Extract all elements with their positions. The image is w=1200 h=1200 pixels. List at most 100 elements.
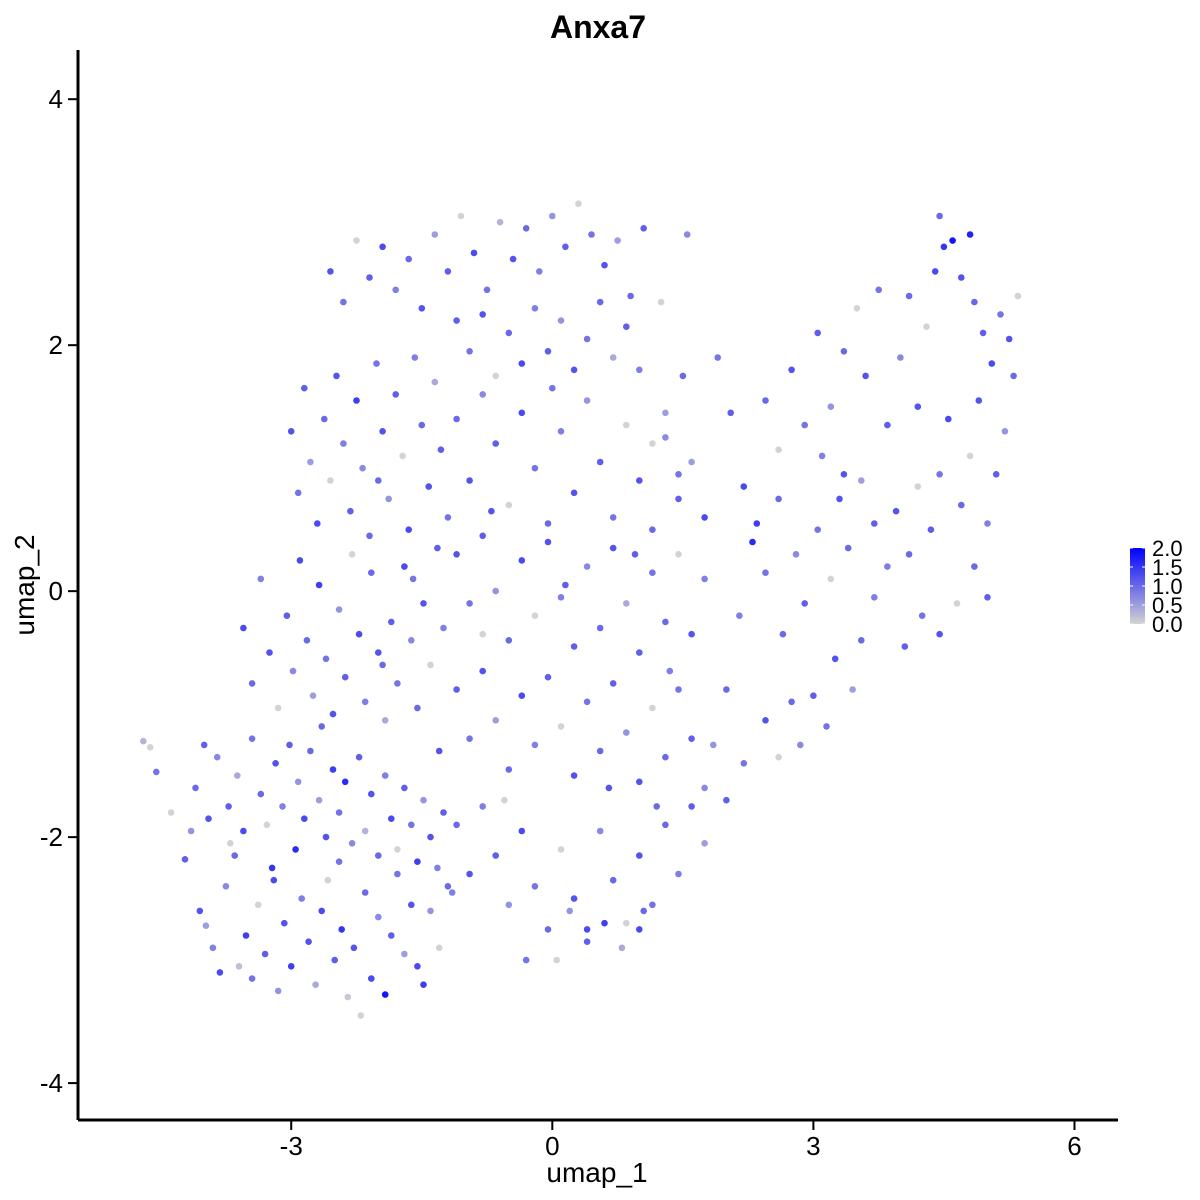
data-point (566, 907, 573, 915)
data-point (314, 520, 321, 527)
data-point (309, 692, 317, 699)
data-point (618, 944, 626, 952)
data-point (775, 446, 782, 454)
data-point (840, 348, 848, 355)
y-tick-label: 0 (49, 576, 63, 606)
data-point (596, 624, 604, 632)
data-point (549, 212, 556, 220)
data-point (420, 600, 427, 607)
data-point (368, 569, 375, 576)
data-point (788, 366, 795, 374)
data-point (287, 963, 295, 970)
legend-color-bar (1130, 548, 1145, 624)
data-point (1010, 372, 1017, 380)
x-axis-title: umap_1 (546, 1157, 647, 1188)
data-point (327, 477, 334, 484)
data-point (427, 833, 434, 841)
y-tick-label: 2 (49, 330, 63, 360)
data-point (984, 594, 991, 601)
data-point (984, 520, 991, 527)
data-point (814, 329, 821, 337)
data-point (401, 784, 408, 792)
legend-label: 1.5 (1152, 555, 1183, 580)
data-point (348, 840, 356, 847)
data-point (440, 809, 447, 816)
data-point (640, 907, 647, 915)
data-point (359, 464, 366, 472)
data-point (296, 557, 304, 564)
data-point (753, 520, 761, 527)
data-point (992, 471, 1000, 478)
data-point (975, 397, 983, 404)
data-point (897, 354, 904, 361)
data-point (688, 735, 695, 742)
data-point (301, 384, 308, 392)
data-point (840, 471, 848, 478)
data-point (701, 840, 708, 847)
data-point (844, 544, 852, 552)
data-point (531, 305, 539, 312)
data-point (350, 944, 358, 952)
data-point (509, 255, 517, 263)
data-point (388, 618, 395, 626)
data-point (312, 981, 319, 988)
data-point (399, 452, 406, 460)
data-point (601, 919, 608, 927)
data-point (518, 360, 526, 367)
data-point (427, 661, 434, 669)
data-point (453, 686, 460, 693)
data-point (884, 563, 891, 570)
data-point (688, 803, 695, 810)
data-point (353, 237, 360, 244)
data-point (431, 231, 439, 238)
data-point (307, 747, 314, 755)
data-point (388, 815, 395, 822)
data-point (381, 772, 389, 779)
data-point (536, 268, 543, 275)
data-point (923, 323, 930, 331)
data-point (688, 458, 695, 466)
data-point (958, 501, 965, 509)
data-point (248, 680, 256, 687)
data-point (849, 686, 856, 693)
data-point (361, 827, 369, 835)
data-point (381, 717, 389, 724)
data-point (394, 846, 401, 853)
data-point (279, 803, 286, 810)
data-point (338, 926, 346, 933)
data-point (601, 261, 608, 269)
data-point (222, 883, 230, 890)
data-point (631, 551, 639, 558)
data-point (657, 298, 665, 306)
data-point (440, 624, 447, 632)
data-point (388, 932, 395, 939)
data-point (408, 821, 415, 829)
data-point (884, 421, 891, 429)
data-point (457, 212, 465, 220)
data-point (544, 673, 552, 681)
data-point (636, 477, 643, 484)
data-point (140, 737, 147, 745)
data-point (557, 594, 565, 601)
data-point (405, 526, 413, 533)
data-point (274, 987, 282, 995)
data-point (570, 772, 578, 779)
data-point (636, 366, 643, 374)
data-point (153, 768, 160, 776)
data-point (414, 963, 421, 970)
data-point (435, 944, 443, 952)
x-tick-label: 3 (806, 1131, 820, 1161)
data-point (227, 840, 234, 847)
data-point (327, 268, 334, 275)
data-point (401, 563, 408, 570)
data-point (466, 477, 473, 484)
data-point (518, 557, 526, 564)
data-point (322, 655, 330, 663)
data-point (653, 803, 660, 810)
data-point (662, 618, 669, 626)
data-point (801, 600, 808, 607)
data-point (420, 796, 427, 804)
data-point (366, 532, 373, 540)
data-point (305, 938, 312, 945)
data-point (836, 495, 843, 503)
